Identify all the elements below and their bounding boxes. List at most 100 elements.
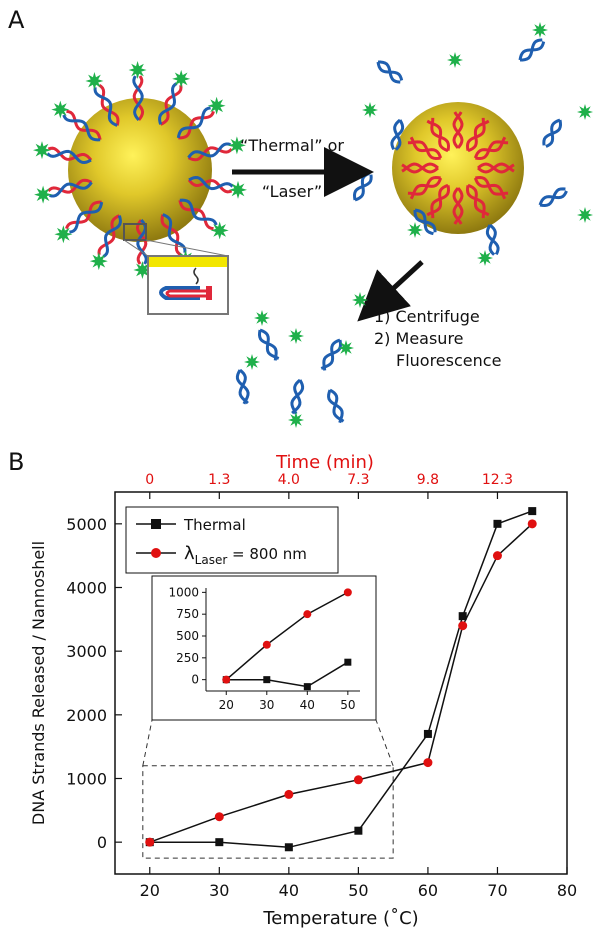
data-point-square — [344, 658, 352, 666]
fluorophore-icon — [207, 96, 226, 115]
y-tick-label: 5000 — [66, 515, 107, 534]
inset-x-tick-label: 20 — [219, 698, 234, 712]
x-tick-label: 60 — [418, 881, 438, 900]
top-axis-title: Time (min) — [275, 452, 374, 473]
y-tick-label: 2000 — [66, 706, 107, 725]
dna-single-strand-icon — [473, 136, 509, 161]
data-point-square — [354, 826, 363, 835]
fluorophore-icon — [477, 250, 493, 266]
data-point-circle — [222, 675, 231, 684]
dna-strand-icon — [160, 213, 187, 256]
data-point-circle — [284, 789, 294, 799]
data-point-square — [303, 683, 311, 691]
process-arrow-diagonal — [357, 260, 424, 322]
released-strand-icon — [413, 208, 437, 236]
released-strand-icon — [542, 118, 563, 148]
y-axis-ticks: 0 1000 2000 3000 4000 5000 — [66, 515, 122, 852]
panel-b: B Time (min) 0 1.3 4.0 7.3 9.8 12.3 20 30 40 50 6… — [8, 448, 577, 929]
inset-y-tick-label: 0 — [191, 673, 199, 687]
dna-strand-icon — [62, 109, 102, 142]
released-strand-icon — [390, 118, 405, 151]
zoom-source-box — [123, 223, 147, 241]
inset-series — [222, 588, 352, 691]
dna-strand-icon — [65, 200, 104, 234]
released-strand-icon — [327, 388, 345, 424]
x-axis-ticks: 20 30 40 50 60 70 80 — [140, 867, 577, 900]
dna-strand-icon — [132, 75, 145, 121]
fluorophore-icon — [254, 310, 270, 326]
inset-y-tick-label: 1000 — [168, 585, 199, 599]
y-axis-title: DNA Strands Released / Nannoshell — [29, 541, 48, 825]
data-point-square — [263, 676, 271, 684]
top-tick-label: 4.0 — [278, 472, 300, 488]
panel-a: A “Thermal” or “Laser” 1) Centrifuge 2) … — [8, 6, 593, 428]
dna-strand-icon — [176, 106, 215, 140]
zoom-inset — [123, 223, 229, 315]
dna-blue-strand-icon — [159, 286, 200, 300]
x-axis-title: Temperature (˚C) — [262, 908, 418, 929]
fluorophore-icon — [338, 340, 354, 356]
dna-strand-icon — [187, 142, 233, 162]
legend-box — [125, 506, 339, 574]
panel-a-label: A — [8, 6, 25, 34]
dna-single-strand-icon — [465, 183, 490, 219]
inset-link-line-left — [142, 719, 153, 766]
gold-nanoshell-right — [392, 102, 524, 234]
dna-single-strand-icon — [465, 117, 490, 153]
x-tick-label: 20 — [140, 881, 160, 900]
data-point-square — [493, 519, 502, 528]
dna-end-icon — [206, 286, 212, 300]
top-axis-ticks: 0 1.3 4.0 7.3 9.8 12.3 — [145, 472, 513, 499]
legend-label-laser: λLaser = 800 nm — [184, 543, 307, 567]
zoom-line-right — [145, 239, 229, 257]
dna-strand-icon — [46, 146, 93, 165]
dna-strand-icon — [178, 198, 218, 231]
dna-red-strand-icon — [165, 289, 210, 298]
data-point-square — [284, 843, 293, 852]
fluorophore-icon — [577, 207, 593, 223]
fluorophore-icon — [447, 52, 463, 68]
y-tick-label: 4000 — [66, 579, 107, 598]
inset-y-tick-label: 500 — [176, 629, 199, 643]
dna-single-strand-icon — [401, 162, 439, 174]
fluorophore-icon — [85, 72, 104, 90]
x-tick-label: 80 — [557, 881, 577, 900]
data-point-circle — [145, 837, 155, 847]
fluorophore-icon — [244, 354, 260, 370]
dna-single-strand-icon — [473, 175, 509, 200]
fluorophore-icon — [210, 221, 229, 240]
fluorophore-icon — [128, 61, 147, 79]
dna-strand-icon — [93, 84, 120, 127]
zoom-line-left — [123, 239, 149, 257]
data-point-circle — [343, 588, 352, 597]
legend-marker-laser — [151, 548, 161, 558]
dna-strand-icon — [47, 178, 93, 198]
legend-lambda: λ — [184, 543, 195, 564]
fluorophore-icon — [577, 104, 593, 120]
top-tick-label: 7.3 — [347, 472, 369, 488]
gold-surface-strip — [149, 257, 227, 267]
inset-x-tick-label: 40 — [300, 698, 315, 712]
released-strands — [235, 292, 368, 428]
dna-single-strand-icon — [452, 111, 464, 149]
inset-x-tick-label: 50 — [340, 698, 355, 712]
x-tick-label: 50 — [348, 881, 368, 900]
fluorophore-icon — [227, 136, 246, 155]
panel-b-label: B — [8, 448, 24, 476]
plot-frame — [114, 491, 568, 875]
legend-label-tail: = 800 nm — [227, 545, 307, 563]
data-point-circle — [423, 758, 433, 768]
series-line — [226, 661, 349, 688]
gold-nanoshell-left — [68, 98, 212, 242]
released-strand-icon — [235, 368, 250, 405]
arrow-label-line1: “Thermal” or — [240, 136, 344, 155]
inset-x-tick-label: 30 — [259, 698, 274, 712]
fluorophore-icon — [362, 102, 378, 118]
data-point-square — [528, 507, 537, 516]
fluorophore-icon — [54, 225, 73, 244]
fluorophore-icon — [33, 141, 51, 160]
dna-single-strand-icon — [407, 175, 443, 200]
data-point-circle — [303, 610, 312, 619]
